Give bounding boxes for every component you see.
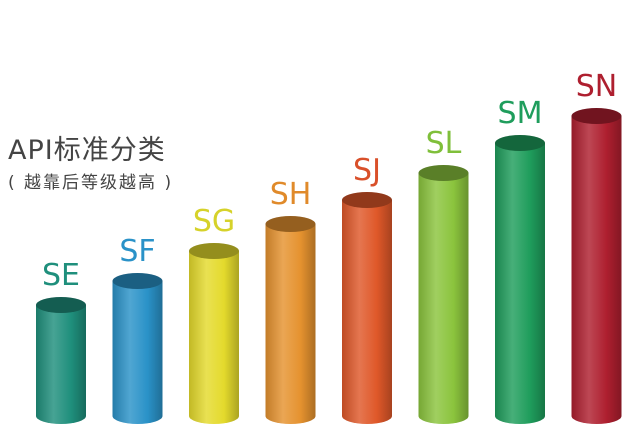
cylinder-body <box>418 173 469 416</box>
bar-sg: SG <box>189 204 239 424</box>
cylinder-base <box>189 408 239 424</box>
cylinder-top <box>265 216 316 232</box>
cylinder-body <box>571 116 622 416</box>
cylinder-body <box>265 224 316 416</box>
cylinder-body <box>495 143 545 416</box>
cylinder-top <box>495 135 545 151</box>
bar-label: SF <box>119 234 155 269</box>
cylinder-body <box>112 281 163 416</box>
cylinder-top <box>342 192 392 208</box>
bar-sf: SF <box>112 234 163 424</box>
chart-subtitle: ( 越靠后等级越高 ) <box>8 173 174 193</box>
bar-label: SM <box>498 96 543 131</box>
cylinder-base <box>265 408 316 424</box>
cylinder-base <box>495 408 545 424</box>
bar-sm: SM <box>495 96 545 424</box>
bar-se: SE <box>36 258 86 424</box>
cylinder-body <box>36 305 86 416</box>
cylinder-base <box>112 408 163 424</box>
cylinder-top <box>112 273 163 289</box>
cylinder-top <box>189 243 239 259</box>
cylinder-body <box>189 251 239 416</box>
bar-sj: SJ <box>342 153 392 424</box>
bar-label: SE <box>42 258 80 293</box>
cylinder-base <box>36 408 86 424</box>
cylinder-top <box>571 108 622 124</box>
cylinder-base <box>418 408 469 424</box>
cylinder-body <box>342 200 392 416</box>
cylinder-base <box>571 408 622 424</box>
chart-title: API标准分类 <box>8 135 166 166</box>
bar-sn: SN <box>571 69 622 424</box>
bar-label: SH <box>270 177 312 212</box>
bar-label: SL <box>426 126 462 161</box>
bar-label: SJ <box>353 153 381 188</box>
cylinder-base <box>342 408 392 424</box>
bar-sl: SL <box>418 126 469 424</box>
bar-label: SN <box>576 69 617 104</box>
bar-sh: SH <box>265 177 316 424</box>
cylinder-top <box>418 165 469 181</box>
cylinder-top <box>36 297 86 313</box>
bar-label: SG <box>193 204 235 239</box>
